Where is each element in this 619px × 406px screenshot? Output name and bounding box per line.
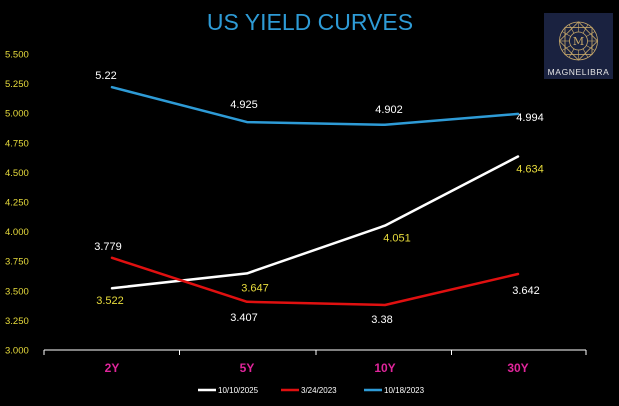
logo-ray bbox=[561, 45, 571, 51]
y-tick-label: 4.500 bbox=[5, 168, 29, 179]
logo-text: MAGNELIBRA bbox=[548, 67, 610, 77]
data-label: 4.634 bbox=[516, 164, 544, 176]
y-tick-label: 3.000 bbox=[5, 346, 29, 357]
data-label: 3.38 bbox=[371, 314, 392, 326]
logo-ray bbox=[582, 24, 589, 34]
y-tick-label: 4.000 bbox=[5, 227, 29, 238]
legend-label: 10/18/2023 bbox=[384, 386, 425, 395]
legend: 10/10/2025 3/24/2023 10/18/2023 bbox=[198, 386, 425, 395]
logo-ray bbox=[561, 31, 571, 37]
chart-title: US YIELD CURVES bbox=[207, 9, 413, 35]
y-tick-label: 5.250 bbox=[5, 79, 29, 90]
data-label: 3.642 bbox=[512, 285, 540, 297]
data-label: 3.647 bbox=[241, 282, 269, 294]
series-line bbox=[110, 85, 520, 127]
logo-ray bbox=[568, 24, 575, 34]
y-tick-label: 3.750 bbox=[5, 257, 29, 268]
logo-letter: M bbox=[573, 35, 584, 48]
plot-area: 3.522 3.647 4.051 4.634 3.779 3.407 3.38 3.642 5… bbox=[94, 70, 544, 326]
logo-square bbox=[558, 21, 599, 61]
y-tick-label: 3.500 bbox=[5, 286, 29, 297]
y-tick-label: 5.500 bbox=[5, 50, 29, 61]
logo-ray bbox=[586, 31, 596, 37]
logo: M MAGNELIBRA bbox=[544, 13, 613, 79]
x-tick-label: 5Y bbox=[240, 361, 255, 375]
data-label: 3.522 bbox=[96, 295, 124, 307]
data-label: 4.051 bbox=[383, 233, 411, 245]
data-label: 3.779 bbox=[94, 241, 122, 253]
series-line bbox=[110, 256, 520, 307]
y-tick-label: 4.250 bbox=[5, 198, 29, 209]
data-label: 4.994 bbox=[516, 112, 544, 124]
data-label: 3.407 bbox=[230, 312, 258, 324]
data-label: 4.902 bbox=[375, 104, 403, 116]
y-tick-label: 5.000 bbox=[5, 109, 29, 120]
x-tick-label: 10Y bbox=[374, 361, 395, 375]
x-axis: 2Y 5Y 10Y 30Y bbox=[43, 349, 587, 375]
y-tick-label: 4.750 bbox=[5, 138, 29, 149]
data-label: 4.925 bbox=[230, 99, 258, 111]
data-label: 5.22 bbox=[95, 70, 116, 82]
y-tick-label: 3.250 bbox=[5, 316, 29, 327]
logo-emblem-icon: M bbox=[558, 21, 599, 61]
legend-label: 3/24/2023 bbox=[301, 386, 337, 395]
x-tick-label: 2Y bbox=[105, 361, 120, 375]
x-tick-label: 30Y bbox=[507, 361, 528, 375]
logo-ray bbox=[582, 48, 589, 58]
logo-ray bbox=[568, 48, 575, 58]
logo-ray bbox=[586, 45, 596, 51]
logo-center-ring bbox=[569, 31, 588, 51]
legend-label: 10/10/2025 bbox=[218, 386, 259, 395]
y-axis: 3.000 3.250 3.500 3.750 4.000 4.250 4.500 4.750… bbox=[5, 50, 29, 357]
